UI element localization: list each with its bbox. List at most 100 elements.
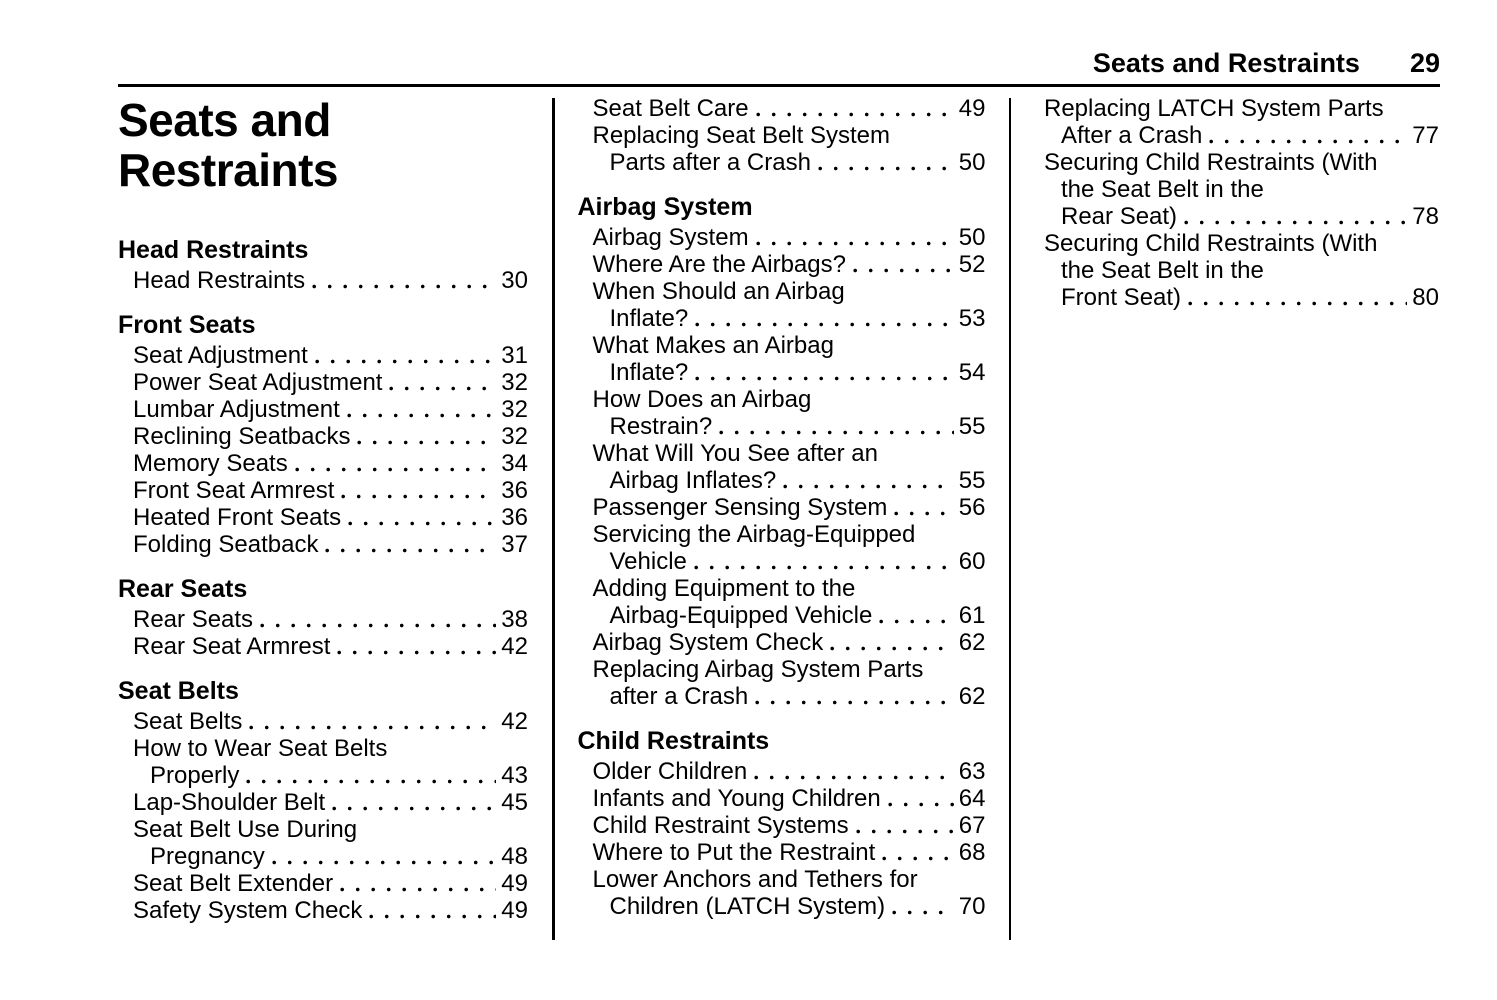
dot-leader (340, 887, 497, 892)
toc-entry-label: Head Restraints (133, 267, 306, 294)
toc-entry-last-line: Where to Put the Restraint 68 (593, 839, 986, 866)
toc-entry-label: Memory Seats (133, 450, 288, 477)
toc-entry-label-line: What Makes an Airbag (592, 332, 834, 359)
toc-entry-label: Inflate? (609, 359, 689, 386)
toc-entry-label-line: Servicing the Airbag-Equipped (592, 521, 916, 548)
toc-entry-page: 43 (501, 762, 528, 789)
toc-entry-last-line: Where Are the Airbags? 52 (593, 251, 986, 278)
toc-entry-last-line: Child Restraint Systems 67 (593, 812, 986, 839)
toc-entry-label: Seat Adjustment (133, 342, 308, 369)
toc-section: Airbag System Airbag System 50 Where Are th… (578, 192, 986, 710)
toc-entry-page: 34 (501, 450, 528, 477)
toc-entry-page: 67 (958, 812, 986, 839)
toc-entry-last-line: Seat Belt Extender 49 (133, 870, 528, 897)
toc-entry-label: Pregnancy (150, 843, 265, 870)
toc-entry: Airbag System 50 (578, 224, 986, 251)
dot-leader (754, 775, 954, 780)
dot-leader (755, 241, 954, 246)
toc-entry-last-line: Rear Seat) 78 (1044, 203, 1439, 230)
toc-entry-label-line: Securing Child Restraints (With (1044, 230, 1378, 257)
toc-entry-last-line: Parts after a Crash 50 (593, 149, 986, 176)
toc-entry-last-line: Heated Front Seats 36 (133, 504, 528, 531)
toc-entry: Lumbar Adjustment 32 (118, 396, 528, 423)
chapter-title: Seats and Restraints (118, 94, 338, 196)
toc-column-1-body: Head Restraints Head Restraints 30 Front Se… (118, 235, 528, 924)
toc-entry-last-line: Safety System Check 49 (133, 897, 528, 924)
toc-entry-last-line: Properly 43 (133, 762, 528, 789)
toc-entry: Seat Belt Extender 49 (118, 870, 528, 897)
toc-entry-label: Where Are the Airbags? (592, 251, 846, 278)
dot-leader (271, 860, 497, 865)
toc-entry-label: Properly (150, 762, 240, 789)
dot-leader (1184, 220, 1408, 225)
toc-entry-last-line: After a Crash 77 (1044, 122, 1439, 149)
dot-leader (1188, 301, 1408, 306)
toc-entry: Folding Seatback 37 (118, 531, 528, 558)
toc-entry-page: 45 (501, 789, 528, 816)
toc-entry: Head Restraints 30 (118, 267, 528, 294)
toc-entry-label: Heated Front Seats (133, 504, 342, 531)
toc-entry-page: 36 (501, 504, 528, 531)
toc-entry-page: 53 (958, 305, 986, 332)
toc-entry-label-line: the Seat Belt in the (1061, 176, 1264, 203)
toc-column-3: Replacing LATCH System Parts After a Cras… (1029, 95, 1439, 311)
toc-entry-label: Folding Seatback (133, 531, 319, 558)
dot-leader (894, 511, 954, 516)
toc-entry-page: 62 (958, 629, 986, 656)
dot-leader (1209, 139, 1408, 144)
toc-entry-page: 70 (958, 893, 986, 920)
toc-entry-label: Front Seat) (1061, 284, 1182, 311)
toc-entry: Securing Child Restraints (With the Seat … (1029, 230, 1439, 311)
toc-entry-page: 61 (958, 602, 986, 629)
toc-entry: Memory Seats 34 (118, 450, 528, 477)
toc-entry: Replacing Airbag System Parts after a Cra… (578, 656, 986, 710)
toc-entry: Reclining Seatbacks 32 (118, 423, 528, 450)
toc-entry-page: 48 (501, 843, 528, 870)
toc-entry-page: 50 (958, 149, 986, 176)
dot-leader (312, 284, 497, 289)
toc-entry-label: Where to Put the Restraint (592, 839, 876, 866)
dot-leader (879, 619, 954, 624)
toc-entry-label: Lap-Shoulder Belt (133, 789, 326, 816)
toc-entry-page: 49 (958, 95, 986, 122)
toc-entry-page: 55 (958, 413, 986, 440)
toc-entry-label: Front Seat Armrest (133, 477, 335, 504)
toc-entry-label: Children (LATCH System) (609, 893, 886, 920)
toc-entry-label: Vehicle (609, 548, 687, 575)
toc-entry-page: 54 (958, 359, 986, 386)
toc-entry-last-line: Lumbar Adjustment 32 (133, 396, 528, 423)
toc-entry-last-line: Restrain? 55 (593, 413, 986, 440)
toc-entry-last-line: Front Seat) 80 (1044, 284, 1439, 311)
toc-column-2-body: Seat Belt Care 49 Replacing Seat Belt Syst… (578, 95, 986, 920)
toc-entry-page: 49 (501, 897, 528, 924)
toc-entry: What Will You See after an Airbag Inflate… (578, 440, 986, 494)
header-rule (118, 84, 1440, 87)
toc-entry: Seat Adjustment 31 (118, 342, 528, 369)
dot-leader (332, 806, 497, 811)
toc-entry-page: 60 (958, 548, 986, 575)
toc-entry-label: Seat Belt Extender (133, 870, 334, 897)
toc-entry-page: 56 (958, 494, 986, 521)
dot-leader (882, 856, 954, 861)
toc-entry: Power Seat Adjustment 32 (118, 369, 528, 396)
toc-section-heading: Airbag System (577, 193, 753, 221)
toc-entry: Passenger Sensing System 56 (578, 494, 986, 521)
toc-entry-last-line: Inflate? 53 (593, 305, 986, 332)
dot-leader (389, 386, 497, 391)
toc-entry: When Should an Airbag Inflate? 53 (578, 278, 986, 332)
toc-entry-label: Rear Seat Armrest (133, 633, 331, 660)
toc-entry: Replacing Seat Belt System Parts after a … (578, 122, 986, 176)
toc-entry: Securing Child Restraints (With the Seat … (1029, 149, 1439, 230)
toc-entry-page: 77 (1412, 122, 1439, 149)
toc-entry-last-line: Seat Belt Care 49 (593, 95, 986, 122)
toc-entry-last-line: Airbag Inflates? 55 (593, 467, 986, 494)
toc-entry-last-line: Seat Adjustment 31 (133, 342, 528, 369)
toc-entry-label-line: Replacing Airbag System Parts (592, 656, 924, 683)
toc-entry-label-line: When Should an Airbag (592, 278, 845, 305)
toc-entry-label-line: What Will You See after an (592, 440, 879, 467)
toc-entry: Infants and Young Children 64 (578, 785, 986, 812)
toc-entry-last-line: Rear Seat Armrest 42 (133, 633, 528, 660)
toc-entry: Front Seat Armrest 36 (118, 477, 528, 504)
dot-leader (369, 914, 497, 919)
